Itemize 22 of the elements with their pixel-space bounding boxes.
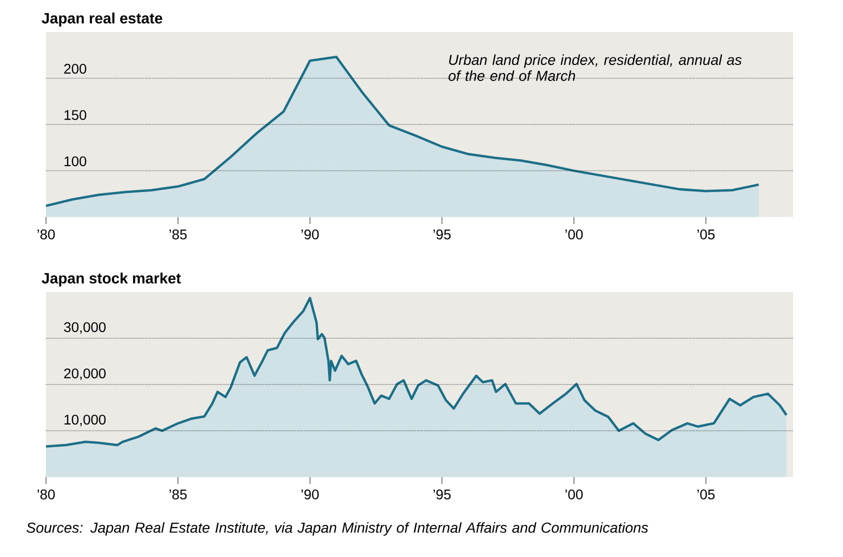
x-tick-label: ’80 bbox=[38, 230, 55, 240]
y-tick-label: 20,000 bbox=[64, 368, 106, 380]
y-tick-label: 200 bbox=[64, 64, 86, 74]
x-tick-label: ’80 bbox=[38, 490, 55, 500]
annotation: Urban land price index, residential, annual as of the end of March bbox=[448, 54, 742, 81]
y-tick-label: 150 bbox=[64, 110, 86, 120]
x-tick-label: ’05 bbox=[697, 490, 715, 500]
x-tick-label: ’85 bbox=[170, 230, 187, 240]
y-tick-label: 30,000 bbox=[64, 322, 106, 334]
x-tick-label: ’00 bbox=[565, 490, 583, 500]
y-tick-label: 10,000 bbox=[64, 414, 106, 426]
x-tick-label: ’05 bbox=[697, 230, 715, 240]
chart-title: Japan stock market bbox=[42, 272, 181, 286]
source-note: Sources: Japan Real Estate Institute, via Japan Ministry of Internal Affairs and Communications bbox=[26, 522, 648, 536]
chart-title: Japan real estate bbox=[42, 12, 162, 26]
x-tick-label: ’90 bbox=[302, 230, 319, 240]
x-tick-label: ’95 bbox=[433, 230, 451, 240]
x-tick-label: ’90 bbox=[302, 490, 319, 500]
y-tick-label: 100 bbox=[64, 156, 86, 166]
x-tick-label: ’00 bbox=[565, 230, 583, 240]
x-tick-label: ’85 bbox=[170, 490, 187, 500]
x-tick-label: ’95 bbox=[433, 490, 451, 500]
